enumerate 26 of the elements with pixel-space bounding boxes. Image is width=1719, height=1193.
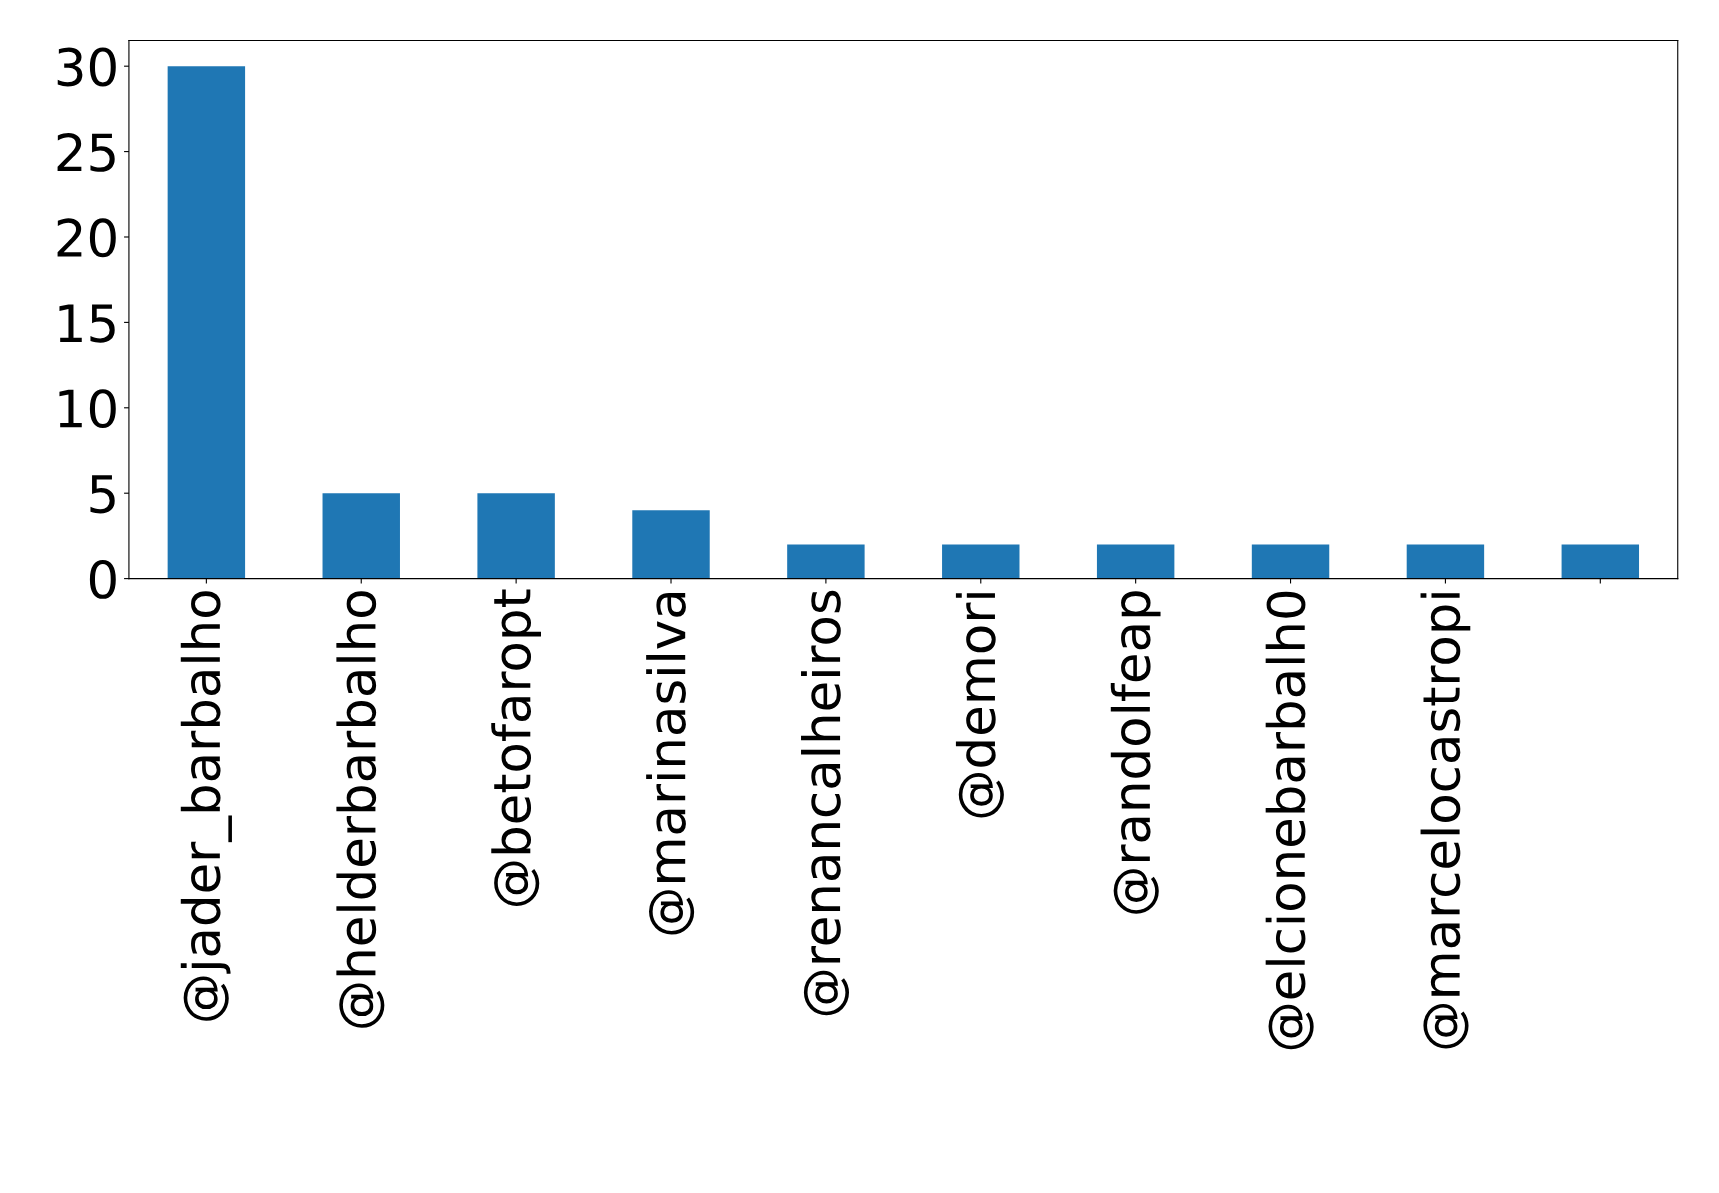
bar <box>787 544 865 579</box>
bar <box>322 493 400 579</box>
bar <box>1561 544 1640 579</box>
bar <box>632 510 710 579</box>
x-tick-label: @helderbarbalho <box>336 591 385 1028</box>
x-tick-label: @jader_barbalho <box>180 591 232 1021</box>
bar <box>477 493 555 579</box>
x-tick-label: @marinasilva <box>646 592 695 935</box>
bar <box>942 544 1020 579</box>
x-tick-label: @randolfeap <box>1110 591 1161 914</box>
bar <box>1406 544 1485 579</box>
x-tick-label: @marcelocastropi <box>1420 593 1471 1049</box>
bar <box>1096 544 1175 579</box>
x-tick-label: @demori <box>955 593 1004 818</box>
y-tick-label: 20 <box>57 218 116 258</box>
y-tick-label: 25 <box>57 132 115 172</box>
bar <box>1251 544 1330 579</box>
y-tick-label: 0 <box>89 559 116 599</box>
x-tick-label: @elcionebarbalh0 <box>1265 591 1314 1050</box>
y-tick-label: 10 <box>59 389 116 429</box>
x-tick-label: @betofaropt <box>491 589 541 906</box>
y-tick-label: 30 <box>57 47 116 87</box>
x-tick-label: @renancalheiros <box>801 590 850 1016</box>
y-tick-label: 15 <box>59 304 115 343</box>
bar <box>167 66 246 579</box>
y-tick-label: 5 <box>90 475 115 514</box>
